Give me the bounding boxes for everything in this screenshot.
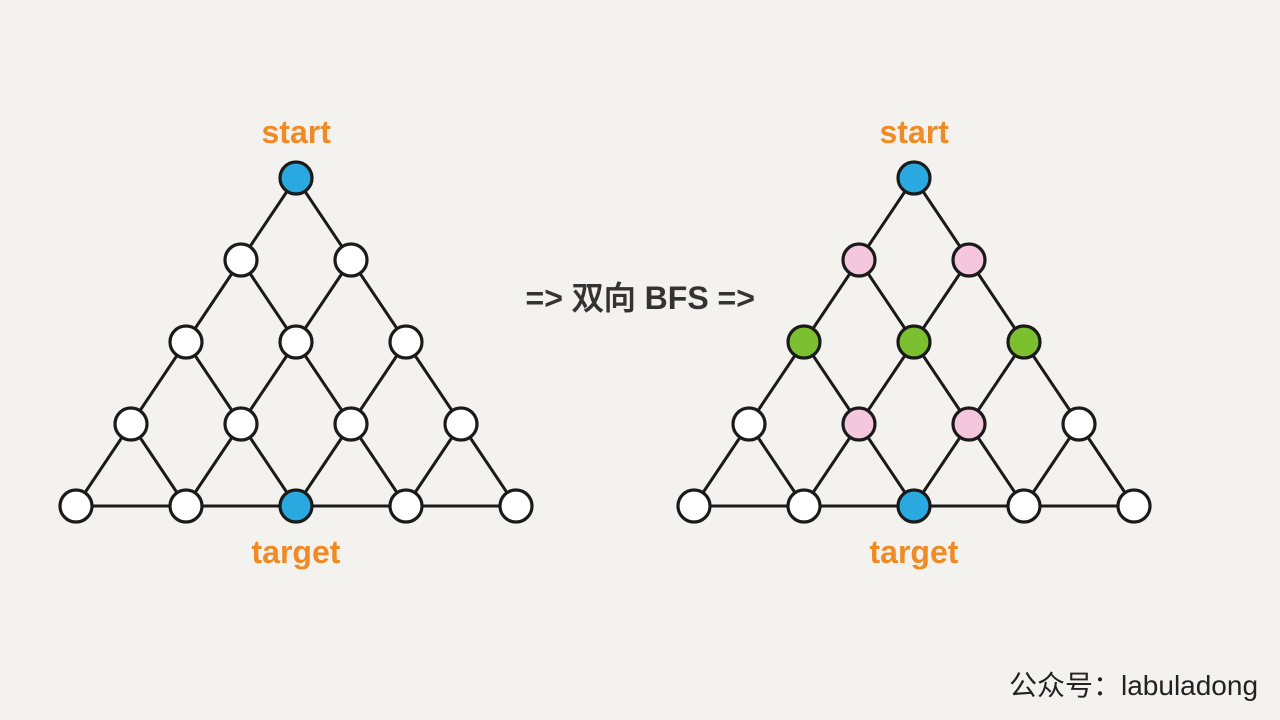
left-start-label: start bbox=[262, 114, 331, 151]
right-target-label: target bbox=[870, 534, 959, 571]
right-graph-node-r4c4 bbox=[1118, 490, 1150, 522]
left-graph-node-r2c2 bbox=[390, 326, 422, 358]
left-graph-node-r2c-2 bbox=[170, 326, 202, 358]
right-graph-node-r0c0 bbox=[898, 162, 930, 194]
right-graph-node-r3c-3 bbox=[733, 408, 765, 440]
left-graph-node-r4c2 bbox=[390, 490, 422, 522]
center-title: => 双向 BFS => bbox=[526, 273, 755, 319]
left-graph-node-r0c0 bbox=[280, 162, 312, 194]
left-graph-node-r3c-3 bbox=[115, 408, 147, 440]
left-graph-node-r1c-1 bbox=[225, 244, 257, 276]
right-graph-node-r4c-2 bbox=[788, 490, 820, 522]
left-graph-node-r4c-2 bbox=[170, 490, 202, 522]
right-graph-node-r4c0 bbox=[898, 490, 930, 522]
left-graph-node-r4c4 bbox=[500, 490, 532, 522]
right-graph-node-r2c0 bbox=[898, 326, 930, 358]
left-graph-node-r3c3 bbox=[445, 408, 477, 440]
left-graph-node-r3c1 bbox=[335, 408, 367, 440]
left-graph-node-r1c1 bbox=[335, 244, 367, 276]
right-graph-node-r3c1 bbox=[953, 408, 985, 440]
right-graph-node-r1c1 bbox=[953, 244, 985, 276]
right-graph-node-r4c2 bbox=[1008, 490, 1040, 522]
left-graph-node-r4c-4 bbox=[60, 490, 92, 522]
right-graph-node-r1c-1 bbox=[843, 244, 875, 276]
left-graph-node-r4c0 bbox=[280, 490, 312, 522]
right-start-label: start bbox=[880, 114, 949, 151]
left-graph-node-r3c-1 bbox=[225, 408, 257, 440]
watermark-text: 公众号：labuladong bbox=[1009, 664, 1258, 704]
right-graph-node-r4c-4 bbox=[678, 490, 710, 522]
right-graph-node-r2c2 bbox=[1008, 326, 1040, 358]
right-graph-node-r3c-1 bbox=[843, 408, 875, 440]
right-graph-node-r3c3 bbox=[1063, 408, 1095, 440]
left-target-label: target bbox=[252, 534, 341, 571]
right-graph-node-r2c-2 bbox=[788, 326, 820, 358]
diagram-canvas bbox=[0, 0, 1280, 720]
left-graph-node-r2c0 bbox=[280, 326, 312, 358]
